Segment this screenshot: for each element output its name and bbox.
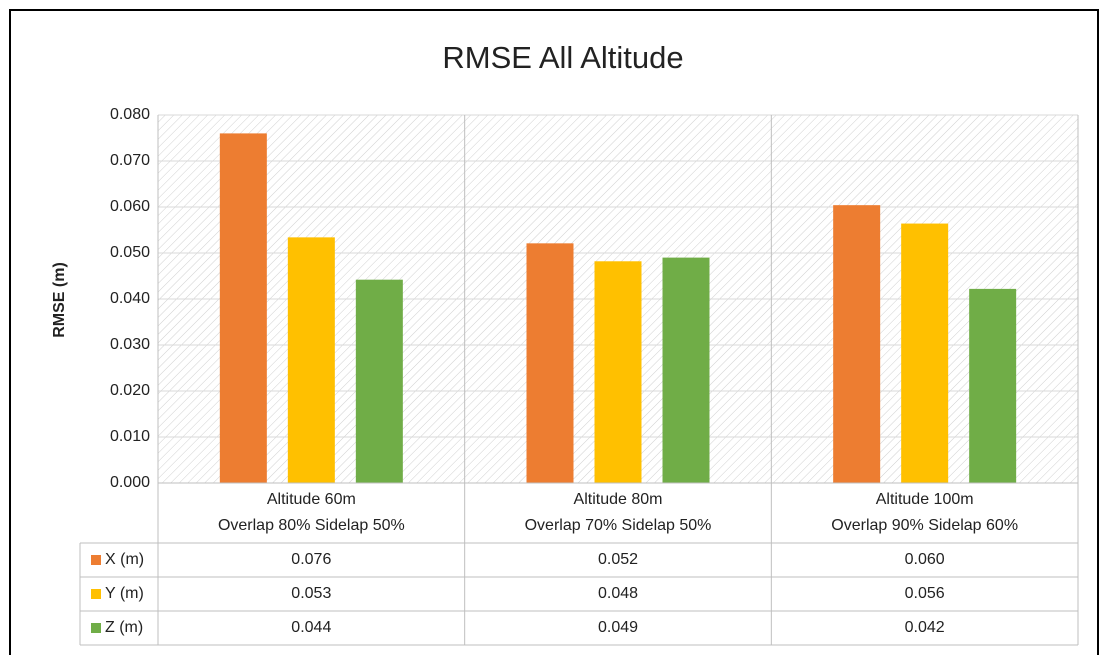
legend-swatch bbox=[91, 589, 101, 599]
x-tick-label: Overlap 70% Sidelap 50% bbox=[525, 517, 712, 534]
bar bbox=[833, 205, 881, 483]
legend-swatch bbox=[91, 623, 101, 633]
bar bbox=[287, 237, 335, 483]
bar bbox=[901, 223, 949, 483]
bar bbox=[219, 133, 267, 483]
x-tick-label: Altitude 60m bbox=[267, 491, 356, 508]
y-tick-label: 0.080 bbox=[110, 106, 150, 123]
x-tick-label: Overlap 80% Sidelap 50% bbox=[218, 517, 405, 534]
y-tick-label: 0.070 bbox=[110, 152, 150, 169]
x-tick-label: Overlap 90% Sidelap 60% bbox=[831, 517, 1018, 534]
table-value: 0.056 bbox=[905, 585, 945, 602]
y-tick-label: 0.030 bbox=[110, 336, 150, 353]
y-tick-label: 0.010 bbox=[110, 428, 150, 445]
bar bbox=[969, 288, 1017, 483]
table-value: 0.044 bbox=[291, 619, 331, 636]
y-tick-label: 0.020 bbox=[110, 382, 150, 399]
y-tick-label: 0.060 bbox=[110, 198, 150, 215]
x-tick-label: Altitude 80m bbox=[574, 491, 663, 508]
table-value: 0.076 bbox=[291, 551, 331, 568]
bar bbox=[355, 279, 403, 483]
legend-label: Z (m) bbox=[105, 619, 143, 636]
x-tick-label: Altitude 100m bbox=[876, 491, 974, 508]
y-axis-label: RMSE (m) bbox=[51, 262, 68, 338]
y-tick-label: 0.040 bbox=[110, 290, 150, 307]
bar bbox=[594, 261, 642, 483]
table-value: 0.053 bbox=[291, 585, 331, 602]
table-value: 0.048 bbox=[598, 585, 638, 602]
chart-title: RMSE All Altitude bbox=[442, 40, 683, 75]
legend-swatch bbox=[91, 555, 101, 565]
y-tick-label: 0.000 bbox=[110, 474, 150, 491]
bar bbox=[526, 243, 574, 483]
legend-label: Y (m) bbox=[105, 585, 144, 602]
table-value: 0.042 bbox=[905, 619, 945, 636]
table-value: 0.049 bbox=[598, 619, 638, 636]
table-value: 0.052 bbox=[598, 551, 638, 568]
bar bbox=[662, 257, 710, 483]
legend-label: X (m) bbox=[105, 551, 144, 568]
y-tick-label: 0.050 bbox=[110, 244, 150, 261]
table-value: 0.060 bbox=[905, 551, 945, 568]
